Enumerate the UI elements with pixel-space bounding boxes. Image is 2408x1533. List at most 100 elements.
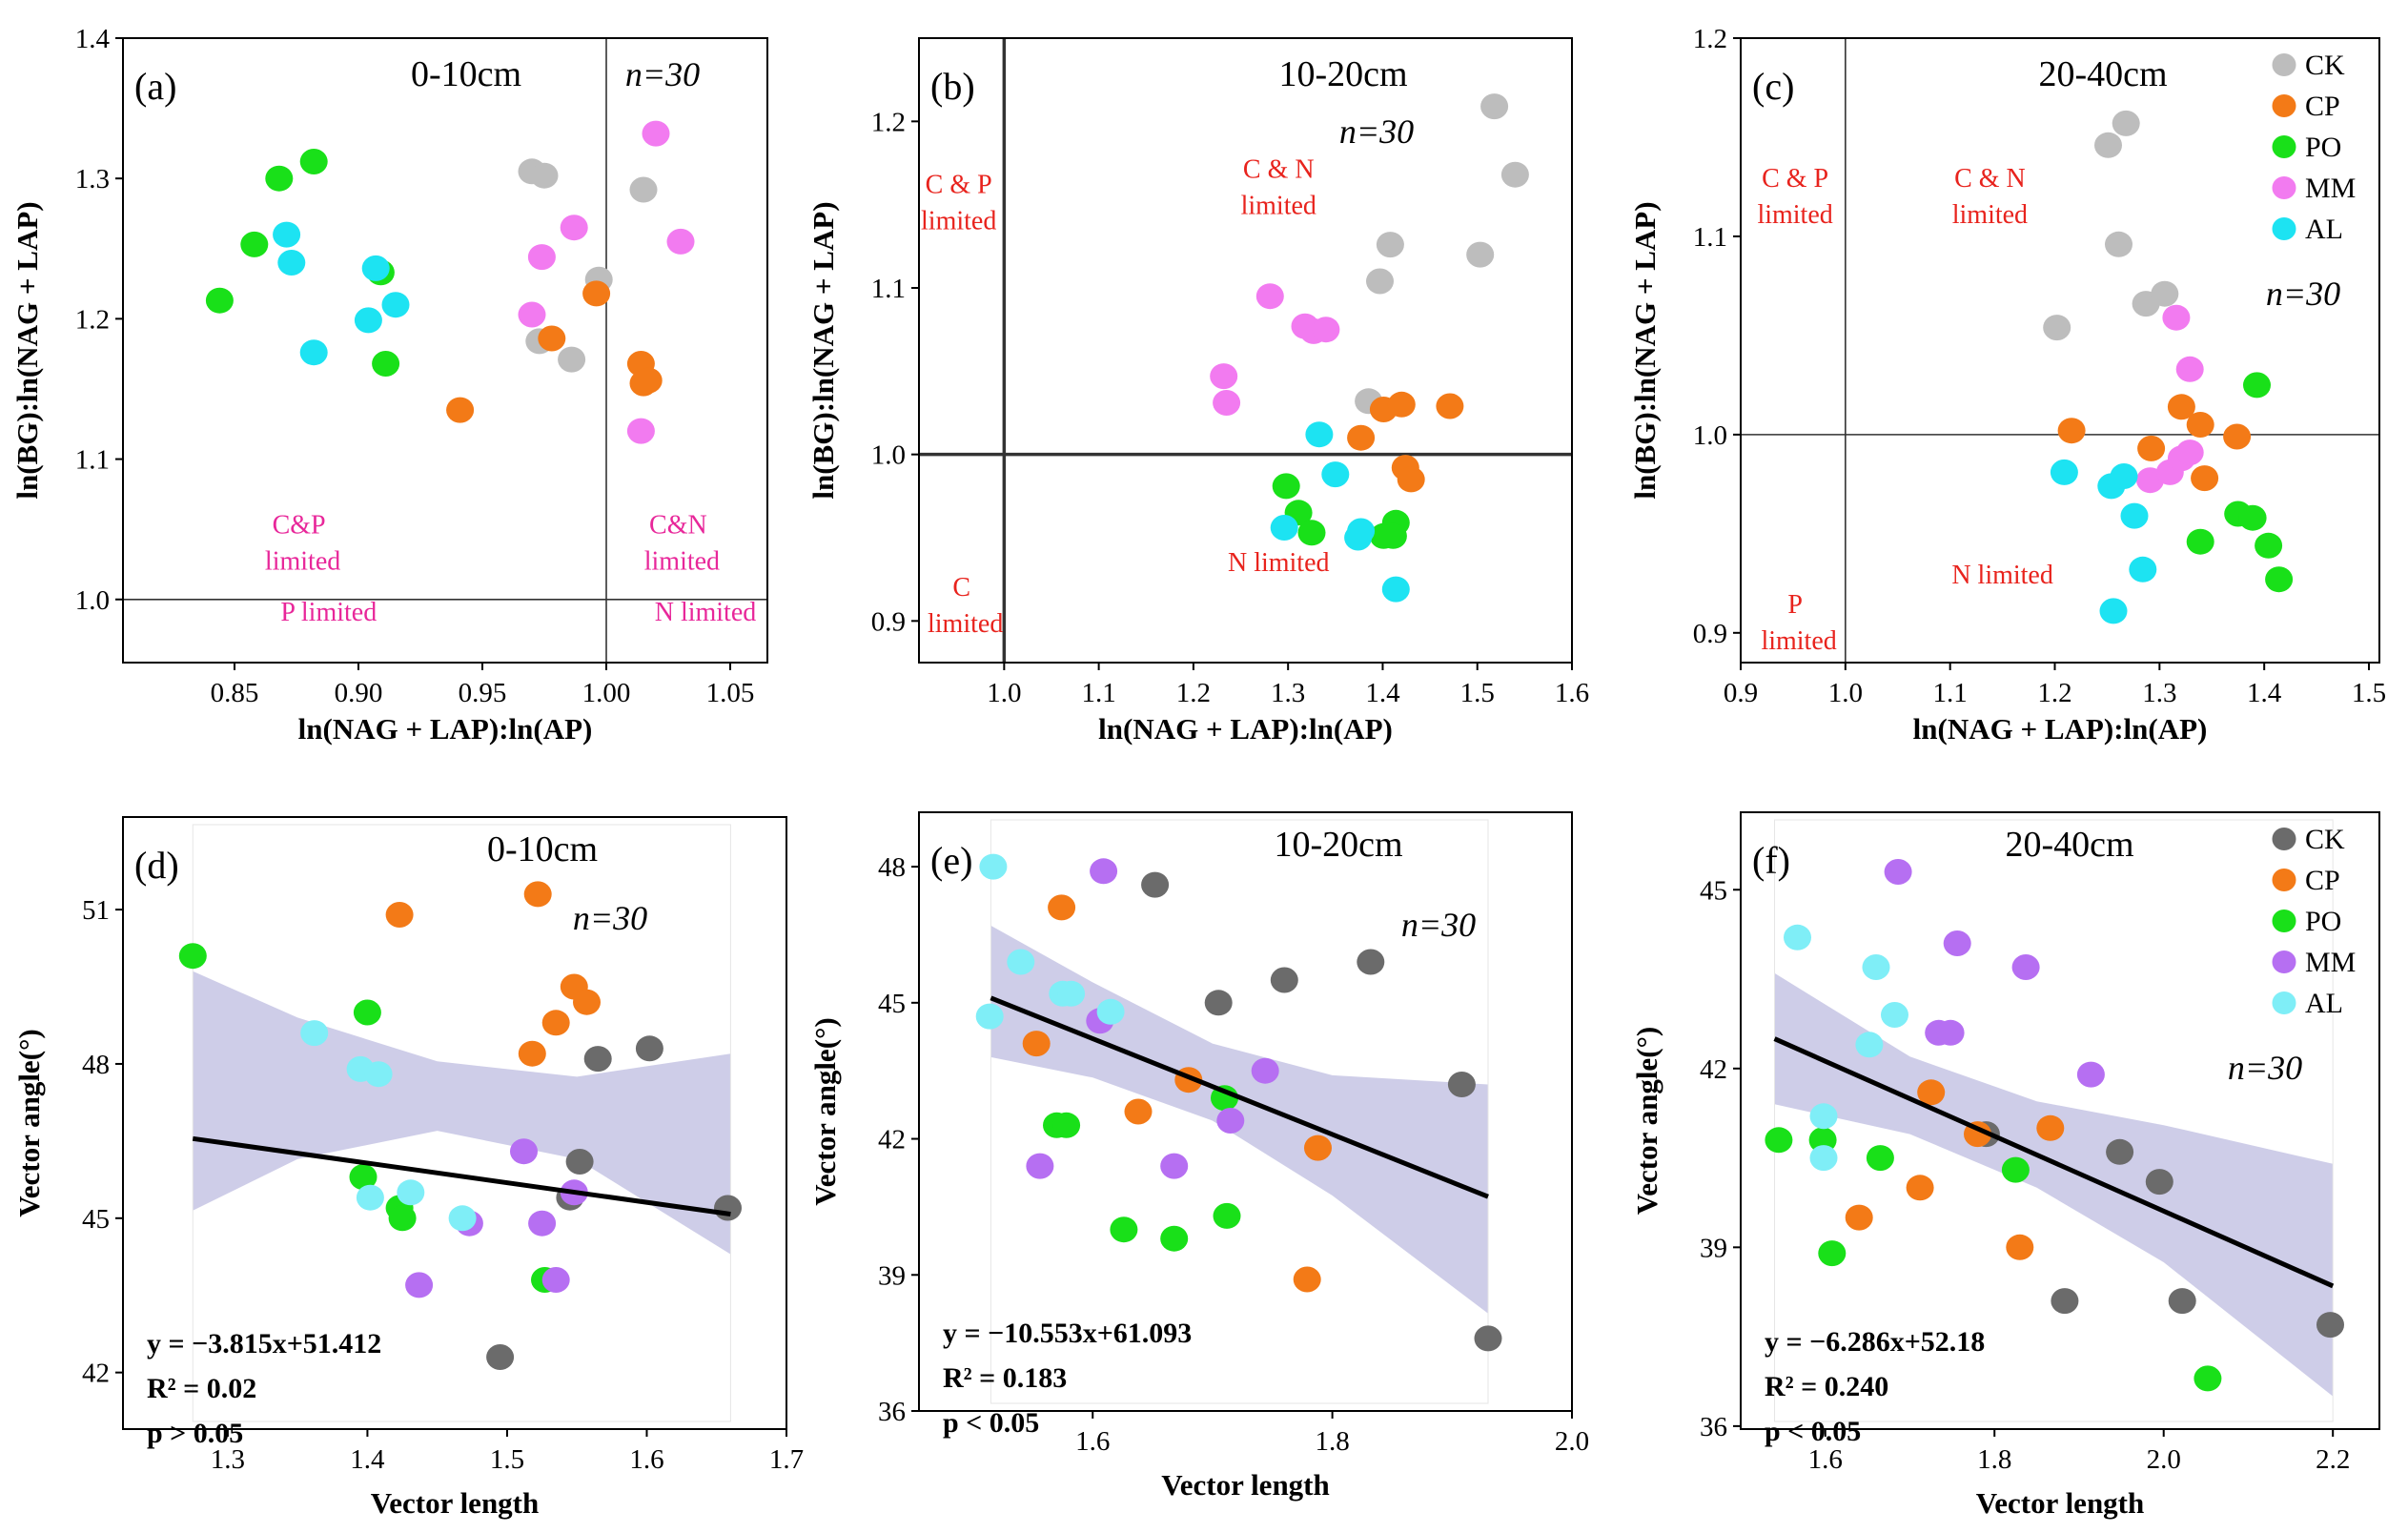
y-tick-label: 42 [878, 1125, 906, 1155]
point-MM [1312, 317, 1340, 343]
y-tick-label: 48 [82, 1050, 110, 1080]
region-label: N limited [1228, 548, 1330, 578]
n-label: n=30 [2266, 275, 2340, 313]
legend-label-AL: AL [2305, 988, 2343, 1019]
point-CP [518, 1040, 546, 1067]
point-CK [1500, 161, 1529, 188]
band-frame [1773, 819, 2334, 1422]
region-label: limited [928, 609, 1003, 639]
n-label: n=30 [573, 899, 647, 937]
r-squared: R² = 0.183 [943, 1362, 1067, 1394]
panel-id: (a) [134, 65, 176, 108]
y-tick-label: 39 [1700, 1233, 1727, 1263]
point-CK [2094, 132, 2122, 158]
point-PO [372, 351, 400, 377]
depth-label: 20-40cm [2005, 825, 2133, 865]
y-tick-label: 1.2 [1693, 24, 1727, 54]
panel-id: (c) [1752, 65, 1794, 108]
point-PO [2243, 372, 2271, 399]
point-PO [388, 1205, 417, 1232]
axes-frame [122, 37, 768, 664]
axes-frame [918, 37, 1573, 664]
y-axis-label: ln(BG):ln(NAG + LAP) [10, 201, 44, 499]
p-value: p < 0.05 [943, 1407, 1039, 1439]
point-AL [1007, 949, 1035, 975]
point-CK [1480, 93, 1509, 120]
point-PO [205, 287, 234, 314]
legend-marker-PO [2272, 135, 2296, 158]
point-CP [2191, 465, 2219, 492]
x-axis-label: ln(NAG + LAP):ln(AP) [298, 712, 593, 746]
point-AL [2129, 556, 2157, 583]
x-tick-label: 0.95 [459, 678, 507, 708]
point-CK [2316, 1312, 2344, 1339]
legend-label-CP: CP [2305, 865, 2340, 896]
point-CK [2112, 110, 2140, 136]
point-CK [1474, 1325, 1502, 1352]
point-PO [1110, 1216, 1138, 1243]
x-tick-label: 1.0 [987, 678, 1021, 708]
y-tick-label: 1.4 [75, 24, 111, 54]
legend-label-PO: PO [2305, 906, 2341, 937]
point-AL [2050, 459, 2078, 485]
y-tick-label: 1.1 [871, 274, 906, 304]
point-AL [397, 1179, 425, 1206]
point-CK [1270, 967, 1298, 993]
point-CP [523, 881, 552, 908]
depth-label: 10-20cm [1274, 825, 1402, 865]
x-tick-label: 1.00 [582, 678, 631, 708]
panel-id: (f) [1752, 839, 1790, 882]
x-tick-label: 1.3 [2142, 678, 2176, 708]
point-CK [2105, 231, 2133, 257]
point-AL [448, 1205, 477, 1232]
regression-line [990, 995, 1489, 1199]
point-MM [2175, 439, 2204, 466]
point-AL [1057, 980, 1086, 1007]
y-tick-label: 42 [1700, 1054, 1727, 1085]
point-MM [528, 1210, 557, 1237]
y-tick-label: 48 [878, 852, 906, 883]
point-CP [1293, 1266, 1321, 1293]
y-tick-label: 42 [82, 1359, 110, 1389]
point-AL [1809, 1103, 1838, 1130]
point-CP [582, 280, 611, 307]
n-label: n=30 [1339, 112, 1414, 151]
depth-label: 0-10cm [487, 829, 598, 869]
region-label: limited [1241, 192, 1316, 221]
x-tick-label: 1.1 [1933, 678, 1968, 708]
regression-equation: y = −10.553x+61.093 [943, 1318, 1192, 1349]
legend-marker-CP [2272, 869, 2296, 891]
legend-label-CK: CK [2305, 824, 2345, 855]
x-tick-label: 1.8 [1315, 1426, 1349, 1457]
point-AL [2099, 598, 2128, 624]
point-MM [1216, 1108, 1245, 1134]
y-tick-label: 51 [82, 895, 110, 926]
x-tick-label: 1.6 [1555, 678, 1589, 708]
point-MM [2011, 954, 2040, 980]
point-AL [1784, 924, 1811, 950]
point-CP [446, 397, 475, 423]
point-AL [2120, 502, 2149, 529]
y-tick-label: 45 [878, 989, 906, 1019]
point-CP [2006, 1234, 2034, 1260]
point-CP [2036, 1114, 2065, 1141]
confidence-band [1774, 972, 2334, 1397]
point-AL [1305, 421, 1334, 448]
point-AL [1855, 1032, 1884, 1058]
region-label: limited [1952, 200, 2028, 230]
region-label: C & P [1762, 164, 1828, 194]
legend-marker-PO [2272, 910, 2296, 932]
point-CP [2223, 423, 2252, 450]
n-label: n=30 [2228, 1049, 2302, 1087]
axes-frame [1740, 37, 2380, 664]
legend-label-MM: MM [2305, 947, 2356, 978]
regression-line [192, 1135, 731, 1217]
x-tick-label: 1.5 [1460, 678, 1495, 708]
point-AL [354, 307, 382, 334]
point-CP [1906, 1175, 1934, 1201]
point-CK [486, 1344, 515, 1370]
point-CP [634, 367, 663, 394]
point-CK [2051, 1288, 2079, 1315]
y-tick-label: 1.2 [75, 304, 110, 335]
x-tick-label: 1.2 [2037, 678, 2071, 708]
